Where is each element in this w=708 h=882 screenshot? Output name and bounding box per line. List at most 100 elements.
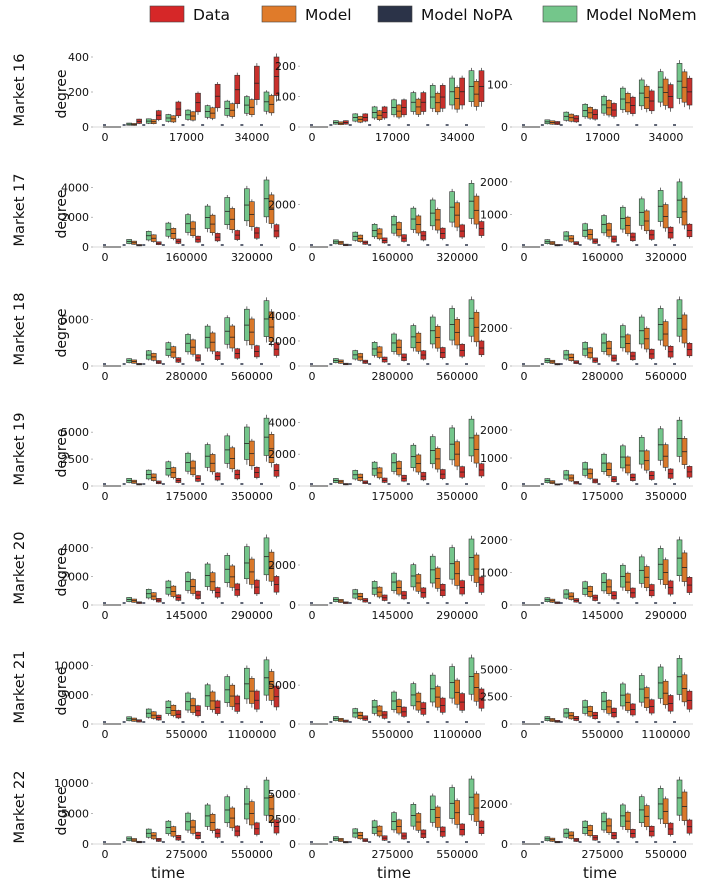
x-tick-label-2: 560000 (645, 370, 687, 383)
time-group-2 (348, 828, 369, 843)
x-tick-label-2: 290000 (436, 609, 478, 622)
time-group-4 (181, 691, 201, 723)
x-tick-label-2: 320000 (645, 251, 687, 264)
legend-swatch-3 (542, 5, 578, 23)
time-group-5 (616, 86, 636, 126)
time-group-6 (635, 794, 655, 843)
time-group-0 (103, 244, 121, 248)
time-group-2 (559, 707, 580, 723)
time-group-6 (220, 794, 241, 843)
time-group-6 (220, 552, 241, 604)
x-tick-label-2: 290000 (645, 609, 687, 622)
y-tick-label-1: 100 (487, 79, 508, 92)
time-group-0 (522, 841, 540, 845)
panel-r6-c2: 0 5000 0 550000 1100000 (268, 654, 485, 741)
panel-r2-c3: 0 1000 2000 0 160000 320000 (480, 176, 693, 264)
x-tick-label-2: 550000 (436, 848, 478, 861)
time-group-3 (161, 699, 182, 723)
time-group-0 (522, 244, 540, 248)
time-group-3 (578, 222, 598, 246)
time-group-7 (240, 185, 260, 246)
panel-r7-c1: 0 5000 10000 0 275000 550000 (54, 776, 280, 861)
x-tick-label-1: 160000 (372, 251, 414, 264)
time-group-3 (161, 579, 182, 604)
panel-r4-c1: 0 2500 5000 0 175000 350000 (61, 414, 280, 503)
y-tick-label-0: 0 (82, 480, 89, 493)
y-tick-label-0: 0 (501, 718, 508, 731)
time-group-0 (522, 483, 540, 487)
x-axis-labels: time time time (151, 864, 617, 882)
time-group-3 (161, 221, 182, 246)
time-group-7 (654, 664, 674, 723)
time-group-4 (597, 571, 617, 604)
time-group-7 (445, 305, 465, 365)
panel-r4-c3: 0 1000 2000 0 175000 350000 (480, 416, 693, 503)
y-tick-label-1: 2000 (480, 798, 508, 811)
time-group-2 (348, 469, 369, 485)
time-group-4 (387, 214, 407, 246)
panel-r6-c3: 0 2500 5000 0 550000 1100000 (480, 655, 693, 741)
x-tick-label-1: 17000 (375, 131, 410, 144)
y-axis-title-1: degree (54, 69, 70, 118)
time-group-6 (635, 673, 655, 723)
y-tick-label-0: 0 (501, 838, 508, 851)
time-group-7 (654, 425, 674, 485)
x-tick-label-0: 0 (309, 131, 316, 144)
y-tick-label-0: 0 (82, 718, 89, 731)
y-tick-label-2: 5000 (268, 788, 296, 801)
x-tick-label-1: 275000 (372, 848, 414, 861)
x-tick-label-0: 0 (309, 728, 316, 741)
y-tick-label-1: 5000 (268, 679, 296, 692)
time-group-4 (597, 94, 617, 126)
x-tick-label-1: 550000 (582, 728, 624, 741)
y-tick-label-2: 200 (275, 60, 296, 73)
y-axis-title-4: degree (54, 428, 70, 477)
time-group-4 (597, 452, 617, 485)
time-group-7 (654, 187, 674, 246)
time-group-3 (368, 341, 388, 365)
y-tick-label-1: 2000 (268, 199, 296, 212)
time-group-5 (616, 323, 636, 365)
time-group-5 (201, 324, 221, 365)
x-tick-label-0: 0 (521, 728, 528, 741)
time-group-7 (445, 75, 465, 126)
time-group-0 (310, 602, 328, 606)
legend: Data Model Model NoPA Model NoMem (149, 5, 697, 24)
time-group-6 (635, 196, 655, 246)
y-tick-label-0: 0 (289, 241, 296, 254)
y-tick-label-1: 5000 (61, 808, 89, 821)
time-group-6 (426, 793, 446, 843)
x-tick-label-0: 0 (309, 490, 316, 503)
time-group-5 (616, 443, 636, 485)
time-group-7 (654, 785, 674, 843)
time-group-1 (329, 597, 349, 604)
y-tick-label-0: 0 (501, 241, 508, 254)
y-tick-label-0: 0 (501, 360, 508, 373)
x-tick-label-2: 560000 (436, 370, 478, 383)
panel-r2-c1: 0 2000 4000 0 160000 320000 (61, 176, 280, 264)
x-tick-label-0: 0 (521, 490, 528, 503)
y-tick-label-1: 2500 (61, 453, 89, 466)
y-tick-label-2: 10000 (54, 660, 89, 673)
time-group-7 (445, 425, 465, 485)
time-group-5 (406, 323, 427, 365)
time-group-6 (426, 83, 446, 126)
row-label-6: Market 21 (12, 651, 28, 724)
panel-r5-c2: 0 2000 0 145000 290000 (268, 535, 485, 622)
y-tick-label-2: 4000 (61, 181, 89, 194)
panel-r5-c1: 0 2000 4000 0 145000 290000 (61, 534, 280, 622)
time-group-1 (122, 239, 142, 247)
time-group-6 (635, 554, 655, 604)
panel-r2-c2: 0 2000 0 160000 320000 (268, 180, 485, 264)
x-tick-label-0: 0 (102, 728, 109, 741)
x-tick-label-0: 0 (521, 131, 528, 144)
y-tick-label-0: 0 (501, 480, 508, 493)
x-tick-label-2: 290000 (231, 609, 273, 622)
x-tick-label-1: 280000 (582, 370, 624, 383)
time-group-1 (122, 836, 142, 844)
time-group-4 (387, 811, 407, 843)
panel-r1-c2: 0 100 200 0 17000 34000 (275, 60, 485, 144)
time-group-1 (540, 478, 561, 486)
x-tick-label-2: 350000 (645, 490, 687, 503)
time-group-0 (103, 721, 121, 725)
